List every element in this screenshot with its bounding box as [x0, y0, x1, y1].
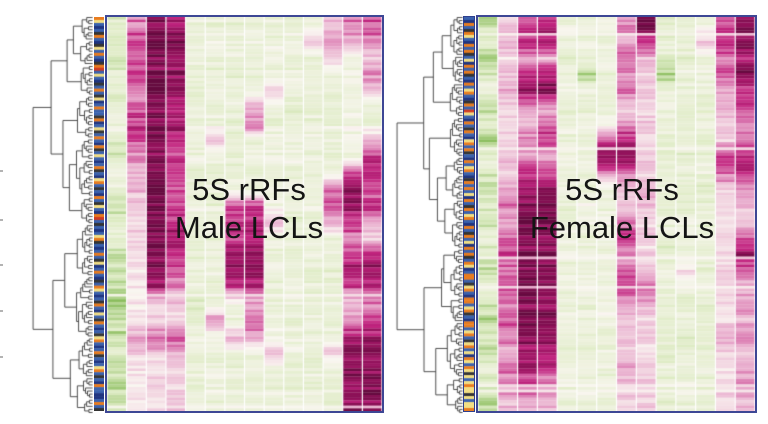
- cropped-axis-tick: [0, 310, 3, 312]
- cropped-axis-tick: [0, 219, 3, 221]
- dendrogram-male: [12, 16, 93, 414]
- row-annotation-bar-male: [94, 17, 104, 411]
- cropped-axis-tick: [0, 264, 3, 266]
- dendrogram-female: [387, 16, 463, 414]
- row-annotation-bar-female: [464, 17, 474, 411]
- row-annotation-frame-female: [463, 16, 475, 412]
- heatmap-frame-female: [476, 15, 757, 413]
- cropped-axis-tick: [0, 356, 3, 358]
- heatmap-female: [478, 17, 755, 411]
- heatmap-male: [107, 17, 382, 411]
- heatmap-frame-male: [105, 15, 384, 413]
- cropped-axis-tick: [0, 170, 3, 172]
